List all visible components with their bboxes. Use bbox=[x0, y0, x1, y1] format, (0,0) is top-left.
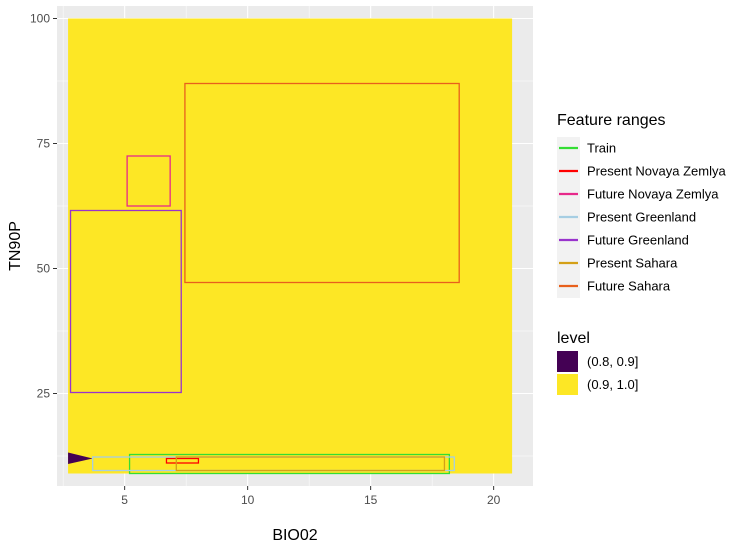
fill-region-0 bbox=[68, 18, 513, 474]
range-rect-future-greenland bbox=[69, 209, 182, 394]
x-tick-label: 15 bbox=[364, 493, 378, 507]
range-rect-present-novaya-zemlya bbox=[165, 457, 200, 464]
legend-label-train: Train bbox=[587, 141, 616, 156]
legend-title-level: level bbox=[557, 330, 590, 347]
range-rectangles bbox=[69, 82, 460, 475]
legend-label-level-1: (0.9, 1.0] bbox=[587, 377, 638, 392]
legend-swatch-level-0 bbox=[557, 351, 578, 372]
y-axis-title: TN90P bbox=[7, 221, 24, 271]
y-tick-label: 50 bbox=[37, 262, 51, 276]
range-rect-future-novaya-zemlya bbox=[126, 155, 171, 207]
range-rect-future-sahara bbox=[184, 82, 460, 284]
legend-level: level (0.8, 0.9] (0.9, 1.0] bbox=[557, 330, 638, 395]
range-rect-present-sahara bbox=[175, 456, 446, 472]
legend-label-present-greenland: Present Greenland bbox=[587, 210, 696, 225]
legend-swatch-level-1 bbox=[557, 374, 578, 395]
legend-title-feature-ranges: Feature ranges bbox=[557, 112, 666, 129]
fill-region-1 bbox=[68, 452, 93, 464]
range-rect-train bbox=[128, 453, 451, 475]
legend-label-future-greenland: Future Greenland bbox=[587, 233, 689, 248]
legend-label-future-sahara: Future Sahara bbox=[587, 279, 671, 294]
x-axis: 5 10 15 20 bbox=[121, 486, 501, 507]
y-tick-label: 75 bbox=[37, 137, 51, 151]
x-tick-label: 5 bbox=[121, 493, 128, 507]
x-axis-title: BIO02 bbox=[272, 527, 317, 544]
y-tick-label: 100 bbox=[30, 12, 50, 26]
legend-label-future-novaya-zemlya: Future Novaya Zemlya bbox=[587, 187, 719, 202]
legend-feature-ranges: Feature ranges Train Present Novaya Zemly… bbox=[557, 112, 726, 298]
y-tick-label: 25 bbox=[37, 387, 51, 401]
fill-regions bbox=[68, 18, 513, 474]
x-tick-label: 20 bbox=[487, 493, 501, 507]
legend-label-present-sahara: Present Sahara bbox=[587, 256, 678, 271]
x-tick-label: 10 bbox=[241, 493, 255, 507]
y-axis: 25 50 75 100 bbox=[30, 12, 57, 401]
legend-label-level-0: (0.8, 0.9] bbox=[587, 354, 638, 369]
legend-label-present-novaya-zemlya: Present Novaya Zemlya bbox=[587, 164, 726, 179]
